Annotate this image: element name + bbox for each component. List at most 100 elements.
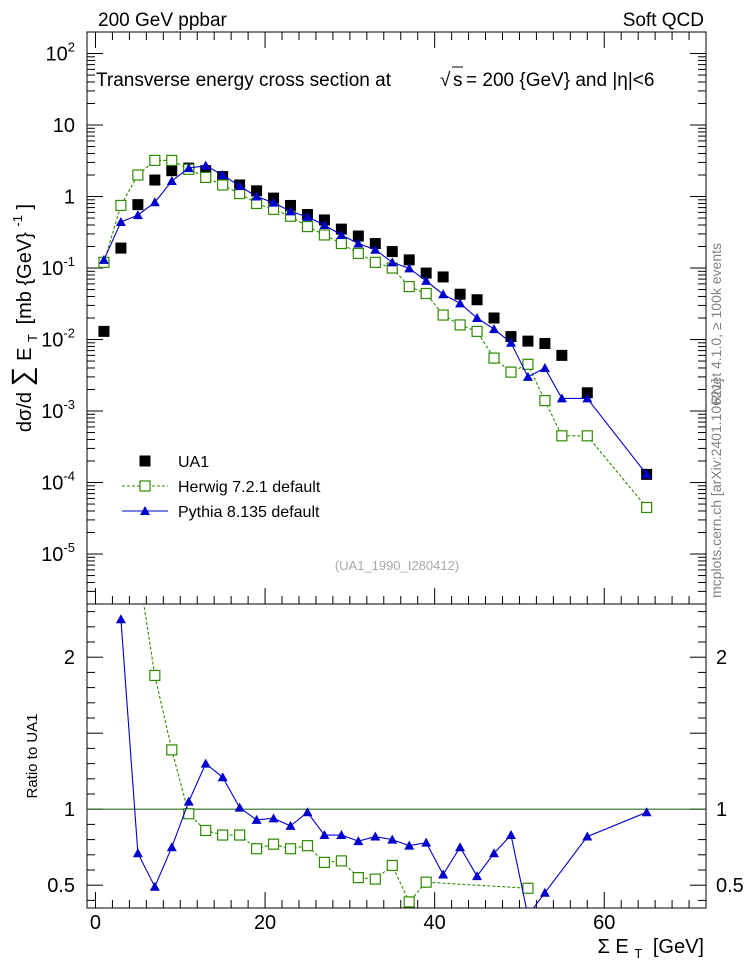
ylabel-sub: T [25, 334, 40, 342]
point-pythia [472, 313, 483, 322]
ratio-point-pythia [217, 772, 228, 782]
point-herwig [488, 352, 500, 364]
y-tick-base: 10 [53, 115, 75, 137]
ratio-point-pythia [370, 831, 381, 841]
svg-text:dσ/d ∑ E T: dσ/d ∑ E T [mb {GeV} -1 ] [5, 204, 42, 432]
point-data [166, 165, 178, 177]
point-herwig [217, 179, 229, 191]
ylabel-sup: -1 [10, 215, 25, 227]
legend-item-data: UA1 [139, 454, 209, 471]
point-pythia [641, 469, 652, 479]
title-sqrt-arg: s [453, 70, 463, 91]
y-tick-exp: -4 [63, 469, 75, 484]
y-tick-base: 10 [41, 401, 63, 423]
y-tick-base: 10 [41, 544, 63, 566]
ratio-point-pythia [582, 831, 593, 841]
point-herwig [149, 154, 161, 167]
point-pythia [302, 211, 313, 221]
x-tick-label: 60 [593, 912, 615, 934]
ratio-point-herwig [267, 838, 280, 850]
ratio-point-pythia [302, 807, 313, 817]
x-tick-label: 0 [90, 912, 101, 934]
y-tick-exp: -5 [63, 540, 75, 555]
point-pythia [505, 337, 516, 347]
ratio-point-herwig [234, 829, 246, 841]
point-data [403, 254, 415, 266]
ratio-point-pythia [641, 807, 652, 817]
legend-item-herwig: Herwig 7.2.1 default [122, 479, 321, 496]
mcplots-label: mcplots.cern.ch [arXiv:2401.10621] [708, 379, 724, 598]
ylabel-unit: [mb {GeV} [14, 232, 36, 325]
ratio-tick-label-right: 0.5 [716, 875, 744, 897]
point-pythia [539, 362, 550, 372]
ratio-point-pythia [505, 830, 516, 840]
point-pythia [522, 371, 533, 381]
point-data [454, 288, 466, 300]
ratio-line-pythia [120, 619, 647, 908]
point-pythia [455, 298, 466, 308]
legend-label-herwig: Herwig 7.2.1 default [178, 479, 321, 496]
legend-item-pythia: Pythia 8.135 default [122, 504, 320, 521]
point-pythia [370, 244, 381, 254]
point-pythia [582, 393, 593, 403]
point-pythia [234, 181, 245, 191]
point-herwig [437, 309, 449, 321]
point-herwig [166, 154, 178, 167]
y-tick-label: 102 [46, 40, 75, 66]
series-line-herwig [103, 159, 648, 508]
point-pythia [421, 275, 432, 285]
ratio-point-herwig [403, 896, 415, 908]
y-tick-base: 10 [46, 44, 68, 66]
point-herwig [454, 319, 466, 331]
ratio-point-pythia [268, 813, 279, 823]
title-suffix: = 200 {GeV} and |η|<6 [466, 70, 654, 91]
ratio-point-pythia [183, 796, 194, 806]
series-pythia [98, 160, 652, 479]
ratio-y-axis-title: Ratio to UA1 [24, 713, 41, 798]
ratio-line-herwig [143, 604, 528, 903]
ratio-point-pythia [251, 814, 262, 824]
ratio-point-herwig [352, 871, 364, 884]
ratio-point-pythia [234, 802, 245, 812]
point-herwig [200, 171, 212, 184]
y-tick-base: 10 [41, 330, 63, 352]
legend-label-data: UA1 [178, 454, 209, 471]
point-pythia [115, 217, 126, 227]
xlabel-sum-e: Σ E [598, 936, 629, 958]
x-tick-label: 40 [424, 912, 446, 934]
point-pythia [387, 257, 398, 267]
y-tick-exp: -1 [63, 254, 75, 269]
point-pythia [200, 160, 211, 170]
y-tick-label: 10-5 [41, 540, 75, 566]
point-herwig [301, 220, 314, 233]
point-data [488, 312, 500, 324]
title-sqrt-sign: √ [440, 70, 451, 91]
legend: UA1 Herwig 7.2.1 default Pythia 8.135 defa… [122, 454, 321, 521]
point-data [386, 246, 398, 258]
point-data [132, 199, 144, 211]
ratio-tick-label: 2 [64, 647, 75, 669]
ratio-point-herwig [284, 843, 297, 855]
point-herwig [539, 394, 551, 407]
point-herwig [581, 430, 593, 442]
x-axis-ticks: 0 20 40 60 [90, 32, 690, 934]
x-tick-label: 20 [254, 912, 276, 934]
xlabel-unit: [GeV] [653, 936, 704, 958]
point-pythia [132, 210, 143, 220]
point-pythia [268, 197, 279, 207]
ratio-point-pythia [200, 758, 211, 768]
ratio-plot-frame [86, 603, 707, 909]
point-data [437, 271, 449, 283]
point-herwig [369, 256, 381, 268]
ratio-point-pythia [319, 830, 330, 840]
y-tick-exp: -3 [63, 397, 75, 412]
xlabel-sub: T [634, 946, 642, 961]
ratio-point-pythia [404, 840, 415, 850]
y-tick-exp: -2 [63, 326, 75, 341]
point-data [369, 238, 381, 250]
ratio-point-pythia [336, 830, 347, 840]
point-pythia [353, 238, 364, 248]
point-pythia [166, 175, 177, 185]
ratio-point-pythia [421, 837, 432, 847]
